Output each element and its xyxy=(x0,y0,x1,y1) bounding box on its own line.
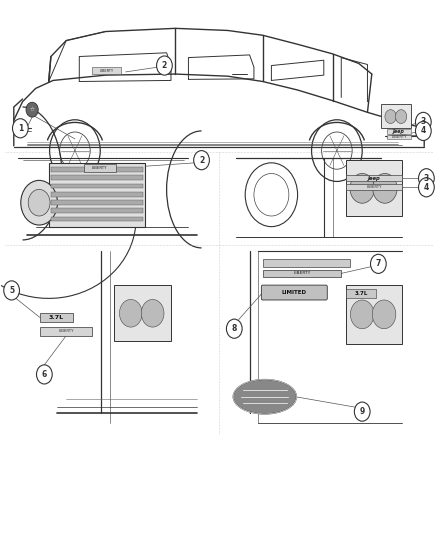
Bar xyxy=(51,216,143,221)
Bar xyxy=(387,135,411,140)
Circle shape xyxy=(385,110,396,124)
Text: Jeep: Jeep xyxy=(367,176,380,181)
Text: LIMITED: LIMITED xyxy=(282,290,307,295)
Circle shape xyxy=(419,168,434,188)
Circle shape xyxy=(350,173,374,203)
Text: 7: 7 xyxy=(376,260,381,268)
Text: 2: 2 xyxy=(162,61,167,70)
Circle shape xyxy=(26,102,38,117)
Bar xyxy=(387,129,411,134)
FancyBboxPatch shape xyxy=(261,285,327,300)
Text: ☆: ☆ xyxy=(30,107,35,112)
Text: 3: 3 xyxy=(421,117,426,126)
Bar xyxy=(346,285,403,344)
Bar xyxy=(51,200,143,205)
Text: LIBERTY: LIBERTY xyxy=(58,329,74,333)
Text: LIBERTY: LIBERTY xyxy=(293,271,311,276)
Circle shape xyxy=(373,173,397,203)
Circle shape xyxy=(36,365,52,384)
Bar xyxy=(51,183,143,188)
Circle shape xyxy=(372,300,396,329)
Circle shape xyxy=(396,110,407,124)
Bar xyxy=(40,327,92,336)
Ellipse shape xyxy=(233,379,297,414)
Text: 4: 4 xyxy=(421,126,426,135)
Text: LIBERTY: LIBERTY xyxy=(99,69,113,72)
Circle shape xyxy=(4,281,19,300)
Circle shape xyxy=(354,402,370,421)
Text: 3.7L: 3.7L xyxy=(354,291,367,296)
Bar xyxy=(49,163,145,227)
Text: LIBERTY: LIBERTY xyxy=(391,135,407,139)
Bar xyxy=(346,160,403,216)
Circle shape xyxy=(419,177,434,197)
Circle shape xyxy=(416,122,431,141)
Bar xyxy=(346,184,403,190)
Circle shape xyxy=(12,119,28,138)
Circle shape xyxy=(226,319,242,338)
Bar xyxy=(51,192,143,197)
Circle shape xyxy=(141,300,164,327)
Bar xyxy=(51,175,143,180)
Text: 8: 8 xyxy=(232,324,237,333)
Circle shape xyxy=(120,300,142,327)
Circle shape xyxy=(350,300,374,329)
Bar xyxy=(381,104,411,128)
Bar xyxy=(40,313,73,322)
Circle shape xyxy=(156,56,172,75)
Text: LIBERTY: LIBERTY xyxy=(92,166,108,171)
Text: 6: 6 xyxy=(42,370,47,379)
Text: LIBERTY: LIBERTY xyxy=(366,185,382,189)
Bar xyxy=(263,270,341,277)
Bar xyxy=(51,208,143,213)
Circle shape xyxy=(194,151,209,169)
Text: 9: 9 xyxy=(360,407,365,416)
Circle shape xyxy=(371,254,386,273)
Bar xyxy=(84,165,117,172)
Circle shape xyxy=(416,112,431,132)
Bar xyxy=(346,289,376,298)
Bar xyxy=(51,167,143,172)
Text: 5: 5 xyxy=(9,286,14,295)
Text: 4: 4 xyxy=(424,183,429,192)
Text: Jeep: Jeep xyxy=(393,128,405,134)
Text: 1: 1 xyxy=(18,124,23,133)
Bar xyxy=(114,285,171,341)
Circle shape xyxy=(21,180,57,225)
Text: 3.7L: 3.7L xyxy=(49,315,64,320)
Text: 3: 3 xyxy=(424,174,429,183)
Bar xyxy=(263,259,350,266)
Text: 2: 2 xyxy=(199,156,204,165)
Bar xyxy=(346,175,403,181)
Bar xyxy=(92,67,121,74)
Circle shape xyxy=(28,189,50,216)
